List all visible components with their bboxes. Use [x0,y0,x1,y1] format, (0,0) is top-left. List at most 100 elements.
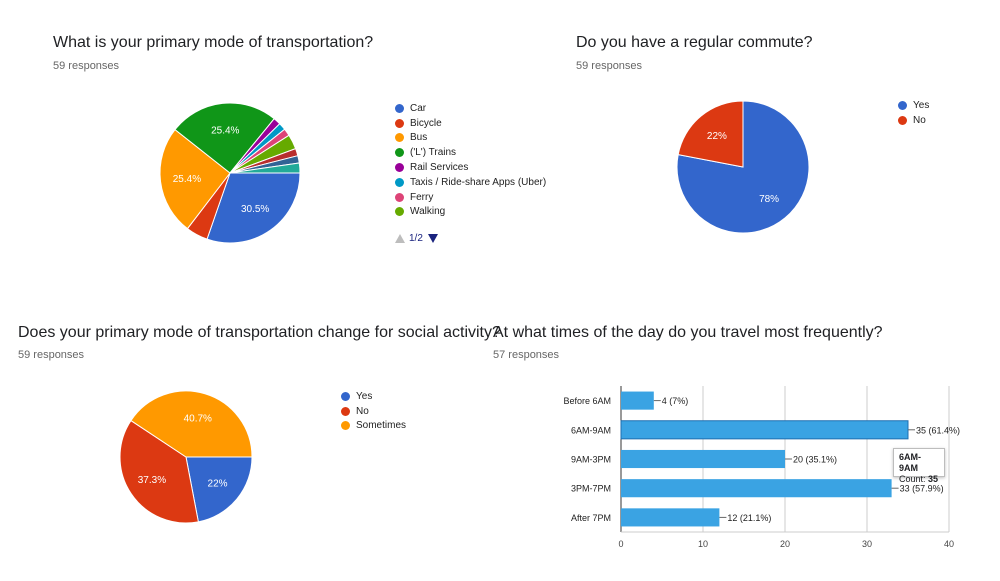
legend-pager: 1/2 [395,233,438,244]
legend-item[interactable]: Walking [395,205,546,220]
bar[interactable] [621,508,720,527]
next-page-icon[interactable] [427,234,438,243]
pie-slice[interactable] [229,134,297,174]
bar-tooltip: 6AM-9AM Count: 35 [893,448,945,484]
pie-slice[interactable] [206,172,301,244]
pie-slice[interactable] [130,390,253,458]
pie-slice[interactable] [185,456,253,523]
legend-dot [341,421,350,431]
legend-item[interactable]: Yes [341,389,406,404]
legend-item[interactable]: Bicycle [395,116,546,131]
legend-dot [395,133,404,143]
tooltip-category: 6AM-9AM [899,452,921,473]
slice-label: 22% [707,131,727,142]
chart3-responses: 59 responses [18,349,85,361]
legend-dot [898,100,907,110]
data-label: 20 (35.1%) [793,455,837,465]
pie-slice[interactable] [229,155,300,174]
chart1-responses: 59 responses [53,60,120,72]
category-label: Before 6AM [563,396,611,406]
previous-page-icon[interactable] [395,234,405,243]
legend-item[interactable]: Ferry [395,190,546,205]
legend-label: Yes [913,99,930,111]
legend-dot [395,163,404,173]
chart1-legend: Car Bicycle Bus ('L') Trains Rail Servic… [395,101,546,219]
legend-item[interactable]: No [898,113,929,128]
legend-item[interactable]: No [341,404,406,419]
chart1-title: What is your primary mode of transportat… [53,34,374,51]
slice-label: 40.7% [184,413,212,424]
legend-label: Yes [356,390,373,402]
legend-label: Car [410,102,427,114]
data-label: 4 (7%) [662,396,689,406]
bar[interactable] [621,479,892,498]
category-label: After 7PM [571,513,611,523]
pie-slice[interactable] [229,162,301,174]
legend-dot [341,406,350,416]
slice-label: 30.5% [241,204,269,215]
legend-item[interactable]: ('L') Trains [395,145,546,160]
data-label: 12 (21.1%) [727,513,771,523]
slice-label: 37.3% [138,475,166,486]
chart2-title: Do you have a regular commute? [576,34,813,51]
legend-label: Bicycle [410,117,442,129]
legend-label: ('L') Trains [410,147,457,159]
pie-slice[interactable] [676,100,810,234]
pie-slice[interactable] [186,172,231,240]
chart3-title: Does your primary mode of transportation… [18,324,501,341]
legend-dot [395,148,404,158]
tooltip-count-label: Count: [899,474,926,484]
pie-slice[interactable] [229,147,299,174]
legend-label: Rail Services [410,162,469,174]
chart2-legend: Yes No [898,98,929,128]
legend-dot [341,391,350,401]
legend-dot [395,118,404,128]
tooltip-count: Count: 35 [899,474,939,485]
pie-slice[interactable] [229,128,290,174]
x-tick-label: 10 [698,539,708,549]
slice-label: 22% [208,479,228,490]
bar[interactable] [620,420,909,440]
legend-label: Ferry [410,191,434,203]
chart4-responses: 57 responses [493,349,560,361]
chart4-title: At what times of the day do you travel m… [493,324,883,341]
pie-slice[interactable] [229,123,286,174]
bar[interactable] [621,449,785,469]
legend-label: No [913,114,926,126]
legend-item[interactable]: Car [395,101,546,116]
x-tick-label: 0 [618,539,623,549]
data-label: 33 (57.9%) [900,484,944,494]
legend-item[interactable]: Taxis / Ride-share Apps (Uber) [395,175,546,190]
pie-slice[interactable] [119,419,199,524]
pie-slice[interactable] [159,128,231,230]
legend-dot [395,207,404,217]
pie-slice[interactable] [174,102,275,174]
legend-dot [395,103,404,113]
legend-label: Taxis / Ride-share Apps (Uber) [410,176,547,188]
pie-slice[interactable] [229,118,281,174]
x-tick-label: 40 [944,539,954,549]
legend-item[interactable]: Bus [395,131,546,146]
slice-label: 78% [759,194,779,205]
legend-dot [898,115,907,125]
legend-label: Sometimes [356,420,407,432]
tooltip-count-value: 35 [928,474,939,484]
legend-dot [395,177,404,187]
slice-label: 25.4% [211,125,239,136]
legend-item[interactable]: Sometimes [341,419,406,434]
category-label: 6AM-9AM [571,425,611,435]
bar[interactable] [621,391,654,410]
legend-dot [395,192,404,202]
legend-label: Bus [410,132,428,144]
legend-item[interactable]: Rail Services [395,160,546,175]
page-indicator: 1/2 [409,233,423,244]
chart3-legend: Yes No Sometimes [341,389,406,433]
category-label: 3PM-7PM [571,484,611,494]
legend-item[interactable]: Yes [898,98,929,113]
pie-slice[interactable] [677,100,744,168]
category-label: 9AM-3PM [571,455,611,465]
